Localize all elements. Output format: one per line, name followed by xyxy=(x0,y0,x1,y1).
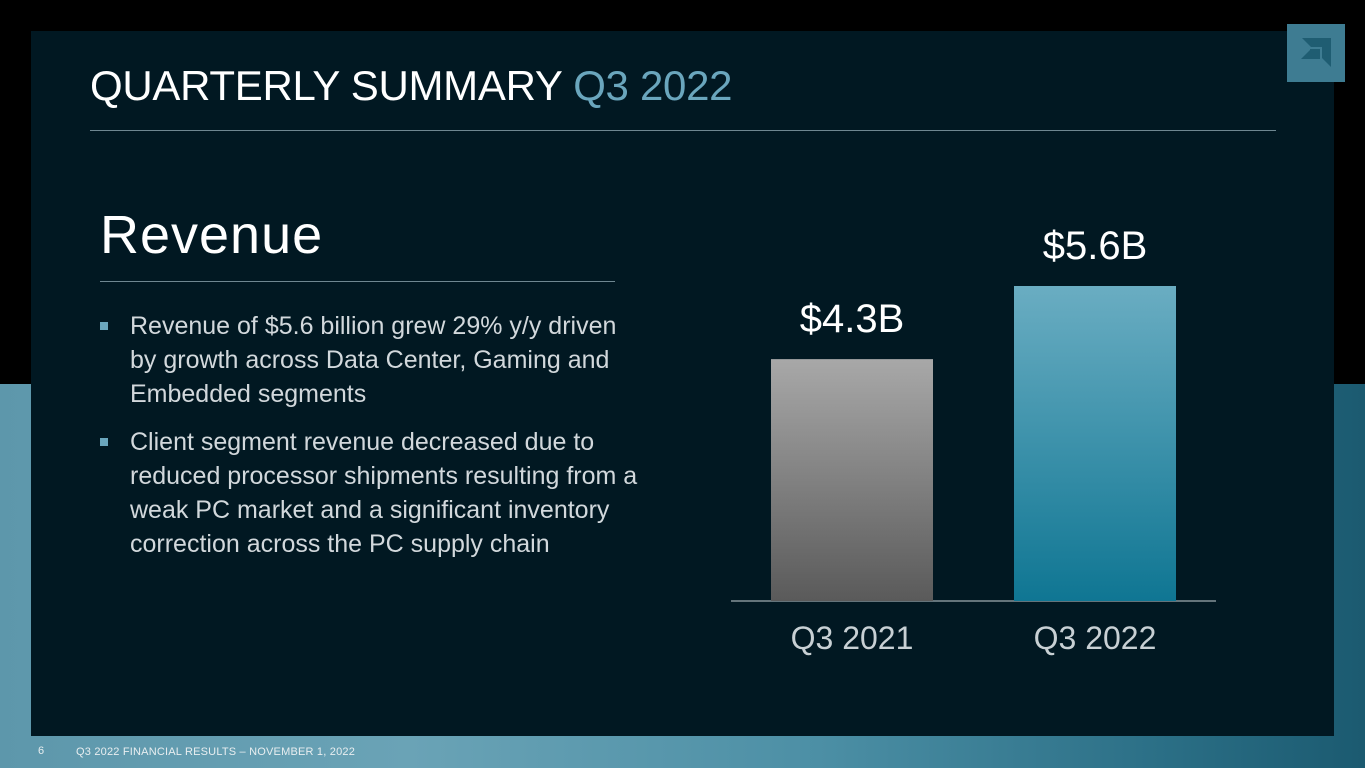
bullet-text: Revenue of $5.6 billion grew 29% y/y dri… xyxy=(130,312,617,408)
amd-arrow-logo-icon xyxy=(1301,38,1331,67)
revenue-bar-chart: $4.3B Q3 2021 $5.6B Q3 2022 xyxy=(731,224,1216,656)
bullet-marker xyxy=(100,438,108,446)
bullet-text: Client segment revenue decreased due to … xyxy=(130,428,638,558)
footer-text: Q3 2022 FINANCIAL RESULTS – NOVEMBER 1, … xyxy=(76,746,356,758)
bullet-item: Revenue of $5.6 billion grew 29% y/y dri… xyxy=(100,309,640,411)
bullet-item: Client segment revenue decreased due to … xyxy=(100,425,640,561)
page-title: QUARTERLY SUMMARY Q3 2022 xyxy=(90,62,733,110)
bullet-marker xyxy=(100,322,108,330)
data-label: $4.3B xyxy=(800,297,905,341)
x-tick-label: Q3 2022 xyxy=(1034,620,1157,656)
bar-q3-2022 xyxy=(1014,286,1176,601)
page-number: 6 xyxy=(38,745,45,757)
section-heading: Revenue xyxy=(100,205,324,265)
x-tick-label: Q3 2021 xyxy=(791,620,914,656)
title-divider xyxy=(90,130,1276,131)
bullet-list: Revenue of $5.6 billion grew 29% y/y dri… xyxy=(100,309,640,575)
amd-logo xyxy=(1287,24,1345,82)
title-accent: Q3 2022 xyxy=(573,62,733,109)
title-main: QUARTERLY SUMMARY xyxy=(90,62,562,109)
data-label: $5.6B xyxy=(1043,224,1148,268)
bar-q3-2021 xyxy=(771,359,933,601)
section-divider xyxy=(100,281,615,282)
